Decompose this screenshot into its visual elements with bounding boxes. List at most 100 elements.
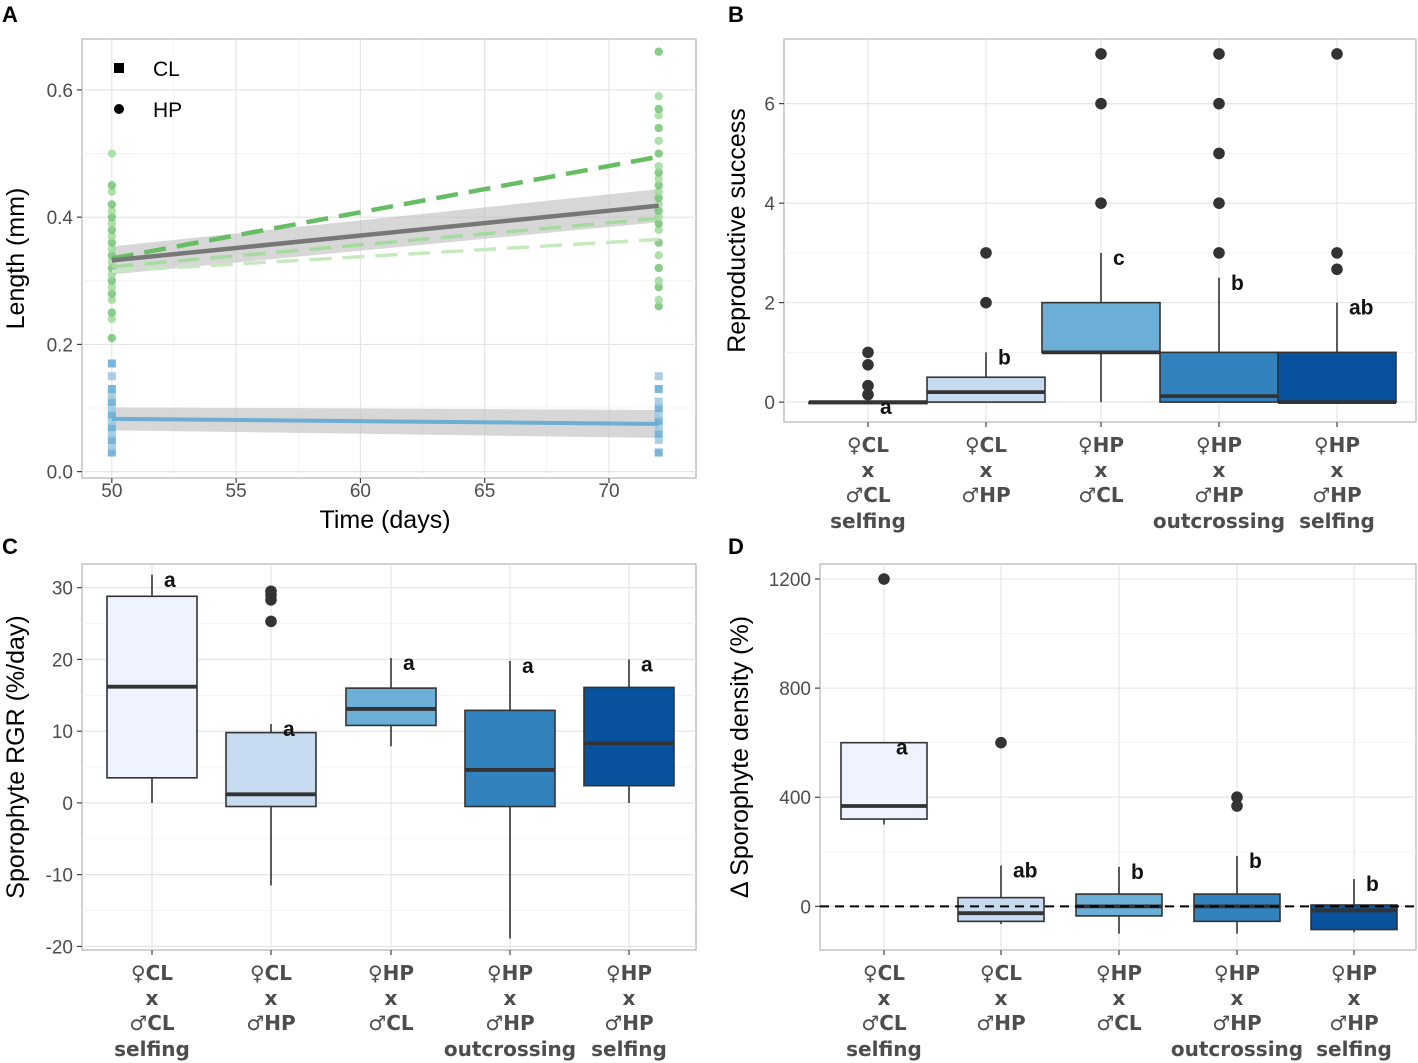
category-male-label: ♂CL	[845, 483, 891, 507]
panel-d-y-tick-label: 1200	[769, 570, 811, 591]
box-outlier-point	[862, 388, 874, 401]
panel-a-cl-point	[654, 423, 663, 432]
box-outlier-point	[878, 573, 890, 585]
panel-c-letter: C	[2, 534, 18, 559]
category-cross-label: x	[980, 458, 993, 482]
panel-b-y-tick-label: 0	[764, 393, 775, 414]
panel-a-hp-point	[107, 232, 117, 241]
box-body	[1041, 301, 1161, 354]
panel-a-trend-line	[111, 154, 660, 261]
category-note-label: outcrossing	[1171, 1037, 1303, 1061]
panel-b-y-tick-label: 4	[764, 194, 775, 215]
panel-a-y-tick-label: 0.0	[47, 463, 73, 484]
panel-b-letter: B	[728, 2, 744, 27]
category-cross-label: x	[878, 986, 891, 1010]
panel-d-box-2: ab	[957, 736, 1045, 925]
category-female-label: ♀HP	[1096, 961, 1142, 985]
panel-b-y-axis-title: Reproductive success	[723, 108, 751, 353]
box-outlier-point	[1213, 147, 1225, 160]
category-male-label: ♂CL	[368, 1011, 414, 1035]
panel-a-hp-point	[654, 149, 663, 158]
panel-a-cl-point	[107, 423, 116, 432]
panel-a-hp-point	[107, 282, 117, 292]
significance-letter: a	[522, 655, 534, 678]
category-cross-label: x	[862, 458, 875, 482]
box-outlier-point	[995, 736, 1007, 749]
category-female-label: ♀CL	[980, 961, 1022, 985]
panel-a-y-tick-label: 0.2	[47, 335, 73, 356]
box-outlier-point	[980, 296, 992, 309]
panel-a-cl-point	[654, 372, 663, 381]
category-note-label: outcrossing	[444, 1037, 576, 1061]
category-male-label: ♂HP	[1212, 1011, 1261, 1035]
legend-square-symbol	[114, 63, 124, 73]
panel-d-box-5: b	[1310, 873, 1398, 933]
box-outlier-point	[1095, 197, 1107, 209]
panel-a-cl-point	[107, 359, 116, 368]
panel-c-y-axis-title: Sporophyte RGR (%/day)	[2, 615, 30, 898]
panel-a-hp-point	[107, 225, 117, 235]
box-outlier-point	[862, 379, 874, 392]
category-male-label: ♂HP	[976, 1011, 1025, 1035]
panel-c-y-tick-label: 0	[62, 794, 73, 815]
panel-a-cl-point	[107, 429, 116, 438]
panel-a-x-tick-label: 55	[226, 481, 247, 502]
box-outlier-point	[862, 346, 874, 359]
panel-a-y-tick-label: 0.4	[47, 208, 74, 229]
panel-a-hp-point	[654, 174, 663, 184]
panel-a-hp-point	[654, 47, 663, 56]
panel-a-cl-point	[654, 429, 663, 438]
significance-letter: ab	[1349, 297, 1374, 320]
significance-letter: a	[641, 653, 653, 676]
category-female-label: ♀HP	[1078, 433, 1124, 457]
panel-a-hp-point	[654, 111, 663, 120]
category-male-label: ♂HP	[1194, 483, 1243, 507]
box-outlier-point	[1331, 263, 1343, 276]
category-cross-label: x	[623, 986, 636, 1010]
category-male-label: ♂CL	[129, 1011, 175, 1035]
panel-a-cl-point	[107, 410, 116, 419]
panel-d-category-label-3: ♀HPx♂CL	[1096, 961, 1142, 1035]
category-female-label: ♀CL	[250, 961, 292, 985]
panel-a-hp-point	[654, 295, 663, 305]
panel-c-y-tick-label: 10	[52, 722, 73, 743]
panel-a-cl-point	[107, 397, 116, 406]
panel-c-y-tick-label: -10	[46, 866, 73, 887]
panel-c-category-label-2: ♀CLx♂HP	[246, 961, 295, 1035]
panel-a-hp-point	[654, 92, 663, 101]
panel-a-cl-point	[654, 410, 663, 419]
panel-b-reproductive-success: 0246abcbab♀CLx♂CLselfing♀CLx♂HP♀HPx♂CL♀H…	[723, 2, 1417, 533]
category-cross-label: x	[1095, 458, 1108, 482]
panel-a-hp-point	[107, 238, 117, 247]
box-outlier-point	[1213, 48, 1225, 60]
panel-b-y-tick-label: 2	[764, 294, 775, 315]
panel-b-y-tick-label: 6	[764, 95, 775, 116]
category-cross-label: x	[504, 986, 517, 1010]
panel-a-cl-point	[107, 448, 116, 457]
box-outlier-point	[1213, 197, 1225, 209]
category-female-label: ♀HP	[1314, 433, 1360, 457]
panel-a-hp-point	[654, 181, 663, 190]
panel-a-trend-line	[111, 203, 659, 263]
panel-c-box-2: a	[225, 585, 317, 886]
panel-a-hp-point	[654, 219, 663, 228]
panel-a-hp-point	[107, 187, 117, 196]
category-male-label: ♂HP	[1312, 483, 1361, 507]
category-female-label: ♀HP	[606, 961, 652, 985]
category-note-label: selfing	[591, 1037, 667, 1061]
panel-a-hp-point	[654, 104, 663, 114]
panel-c-y-tick-label: -20	[46, 937, 73, 958]
category-male-label: ♂HP	[1329, 1011, 1378, 1035]
panel-a-cl-point	[654, 435, 663, 444]
category-note-label: selfing	[1299, 509, 1375, 533]
category-male-label: ♂CL	[1096, 1011, 1142, 1035]
significance-letter: a	[283, 718, 295, 741]
panel-d-box-1: a	[840, 573, 928, 825]
